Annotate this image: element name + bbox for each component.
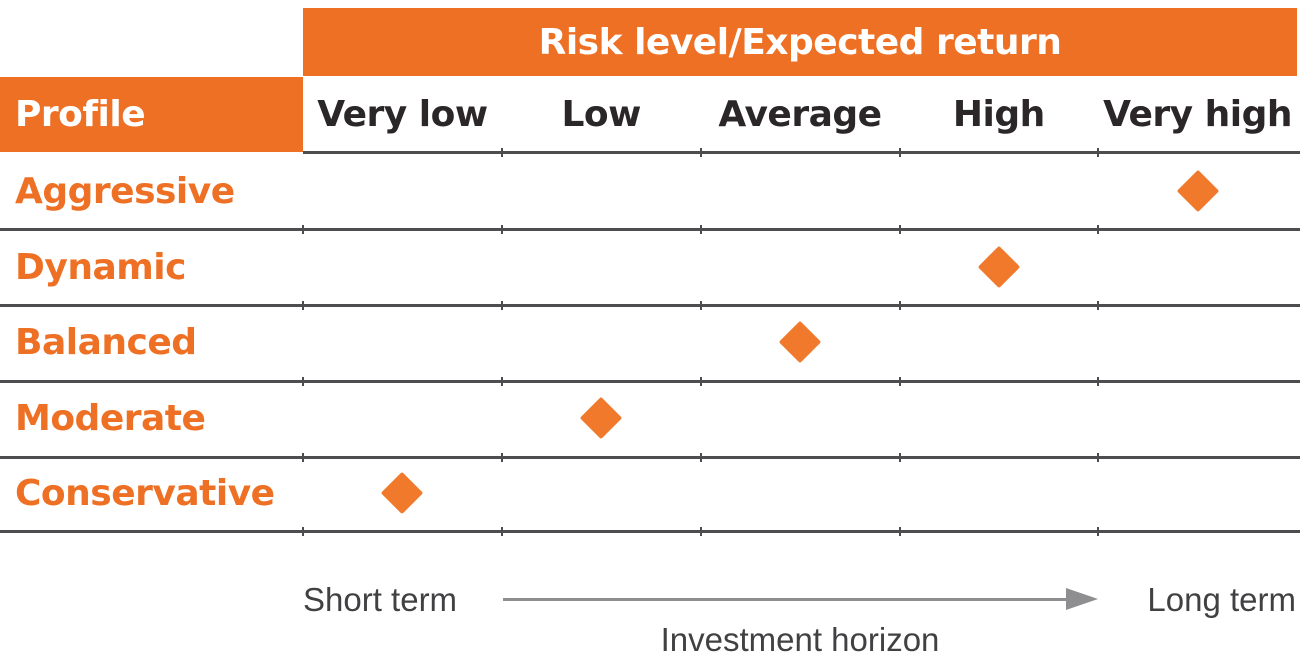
column-boundary-tick: [899, 225, 901, 234]
axis-left-label: Short term: [303, 581, 458, 618]
row-label-conservative: Conservative: [15, 473, 275, 514]
risk-marker-diamond-icon-balanced: [778, 321, 822, 364]
column-boundary-tick: [700, 148, 702, 157]
column-boundary-tick: [899, 377, 901, 386]
row-label-moderate: Moderate: [15, 398, 206, 439]
header-underline: [303, 151, 1300, 154]
risk-level-header-title: Risk level/Expected return: [538, 21, 1062, 63]
column-boundary-tick: [1097, 377, 1099, 386]
column-boundary-tick: [501, 148, 503, 157]
column-boundary-tick: [700, 377, 702, 386]
column-header-high: High: [952, 93, 1045, 135]
profile-header-cell: Profile: [0, 77, 303, 152]
column-header-very-high: Very high: [1103, 93, 1293, 135]
risk-level-header-bar: Risk level/Expected return: [303, 8, 1297, 76]
column-boundary-tick: [501, 527, 503, 536]
column-boundary-tick: [1097, 148, 1099, 157]
column-boundary-tick: [302, 301, 304, 310]
column-boundary-tick: [302, 225, 304, 234]
row-label-aggressive: Aggressive: [15, 171, 235, 212]
column-boundary-tick: [1097, 225, 1099, 234]
column-boundary-tick: [700, 225, 702, 234]
column-boundary-tick: [302, 377, 304, 386]
risk-marker-diamond-icon-dynamic: [977, 245, 1021, 288]
arrow-right-icon: [1066, 588, 1098, 610]
column-boundary-tick: [302, 527, 304, 536]
column-headers-row: Very low Low Average High Very high: [303, 77, 1297, 151]
column-boundary-tick: [899, 453, 901, 462]
column-boundary-tick: [899, 301, 901, 310]
row-separator: [0, 228, 1300, 231]
row-separator: [0, 530, 1300, 533]
axis-right-label: Long term: [1147, 581, 1296, 618]
column-boundary-tick: [1097, 301, 1099, 310]
row-label-dynamic: Dynamic: [15, 247, 186, 288]
investment-horizon-arrow-line: [503, 598, 1069, 601]
column-header-low: Low: [561, 93, 641, 135]
column-boundary-tick: [1097, 453, 1099, 462]
column-boundary-tick: [899, 148, 901, 157]
profile-header-label: Profile: [15, 94, 146, 135]
column-header-very-low: Very low: [317, 93, 488, 135]
risk-marker-diamond-icon-conservative: [381, 472, 424, 515]
column-header-average: Average: [718, 93, 882, 135]
axis-title: Investment horizon: [660, 621, 940, 658]
row-label-balanced: Balanced: [15, 322, 197, 363]
column-boundary-tick: [899, 527, 901, 536]
column-boundary-tick: [501, 225, 503, 234]
risk-marker-diamond-icon-moderate: [579, 396, 623, 439]
row-separator: [0, 456, 1300, 459]
column-boundary-tick: [700, 301, 702, 310]
risk-marker-diamond-icon-aggressive: [1176, 170, 1219, 213]
column-boundary-tick: [501, 301, 503, 310]
row-separator: [0, 380, 1300, 383]
column-boundary-tick: [302, 453, 304, 462]
column-boundary-tick: [501, 377, 503, 386]
column-boundary-tick: [1097, 527, 1099, 536]
row-separator: [0, 304, 1300, 307]
column-boundary-tick: [501, 453, 503, 462]
column-boundary-tick: [700, 527, 702, 536]
column-boundary-tick: [700, 453, 702, 462]
